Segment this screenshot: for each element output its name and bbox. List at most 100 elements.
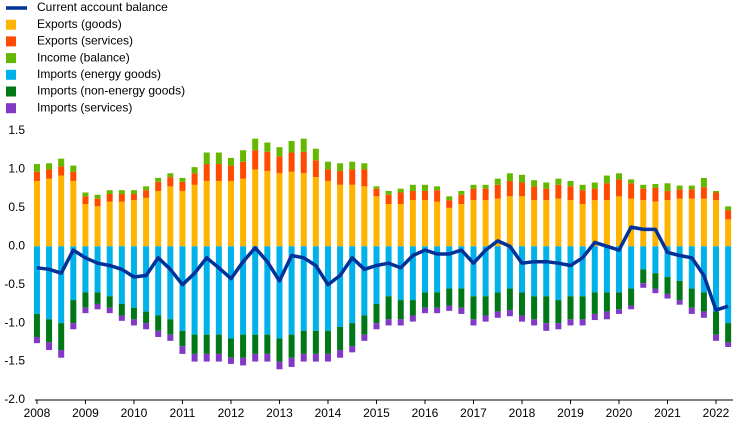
bar-segment [240,161,247,179]
bar-segment [82,204,89,247]
bar-segment [227,157,234,166]
bar-segment [155,177,162,182]
bar-segment [349,246,356,324]
bar-segment [603,292,610,312]
bar-segment [494,178,501,185]
bar-segment [567,246,574,297]
bar-segment [324,180,331,247]
bar-segment [700,198,707,247]
bar-segment [264,353,271,362]
bar-segment [470,246,477,297]
bar-segment [555,300,562,324]
bar-segment [240,150,247,162]
bar-segment [579,204,586,247]
bar-segment [640,246,647,270]
bar-segment [227,246,234,339]
bar-segment [106,296,113,308]
bar-segment [252,169,259,247]
bar-segment [82,292,89,308]
bar-segment [640,188,647,201]
bar-segment [628,179,635,184]
bar-segment [46,169,53,179]
bar-segment [676,246,683,281]
bar-segment [591,188,598,201]
bar-segment [421,307,428,314]
x-tick-label: 2015 [363,406,390,420]
bar-segment [421,190,428,201]
bar-segment [725,246,732,324]
bar-segment [167,319,174,335]
bar-segment [470,200,477,247]
bar-segment [373,186,380,189]
bar-segment [143,190,150,198]
bar-segment [603,311,610,320]
bar-segment [191,246,198,335]
bar-segment [446,196,453,201]
bar-segment [458,307,465,314]
bar-segment [227,338,234,358]
bar-segment [337,326,344,351]
legend-symbol [6,19,16,30]
x-tick-label: 2012 [218,406,245,420]
bar-segment [361,315,368,335]
legend-symbol [6,53,16,64]
bar-segment [227,165,234,181]
bar-segment [664,293,671,299]
bar-segment [385,194,392,205]
bar-segment [446,207,453,247]
bar-segment [567,296,574,320]
bar-segment [385,296,392,320]
bar-segment [70,246,77,301]
x-tick-label: 2008 [24,406,51,420]
bar-segment [640,269,647,284]
bar-segment [94,292,101,304]
bar-segment [215,353,222,362]
legend-label: Imports (services) [37,100,132,114]
bar-segment [458,288,465,308]
x-tick-label: 2010 [121,406,148,420]
bar-segment [118,194,125,202]
bar-segment [616,179,623,197]
bar-segment [70,171,77,181]
bar-segment [567,180,574,187]
bar-segment [664,183,671,191]
bar-segment [531,246,538,297]
bar-segment [143,186,150,191]
bar-segment [409,315,416,322]
bar-segment [264,142,271,152]
bar-segment [312,353,319,362]
bar-segment [252,138,259,151]
bar-segment [276,147,283,157]
bar-segment [409,200,416,247]
bar-segment [603,246,610,293]
legend-label: Imports (non-energy goods) [37,84,185,98]
x-tick-label: 2009 [72,406,99,420]
bar-segment [276,156,283,174]
bar-segment [118,315,125,321]
bar-segment [567,319,574,326]
bar-segment [616,246,623,293]
bar-segment [446,288,453,306]
bar-segment [688,185,695,190]
x-tick-label: 2011 [170,406,196,420]
bar-segment [118,246,125,304]
bar-segment [337,350,344,358]
bar-segment [446,246,453,289]
bar-segment [688,307,695,314]
bar-segment [203,334,210,354]
bar-segment [324,161,331,170]
bar-segment [434,246,441,293]
bar-segment [409,300,416,316]
bar-segment [33,164,40,172]
bar-segment [591,200,598,247]
bar-segment [652,184,659,188]
bar-segment [397,300,404,320]
bar-segment [458,204,465,247]
bar-segment [276,173,283,247]
bar-segment [167,186,174,247]
bar-segment [130,307,137,320]
bar-segment [191,184,198,247]
bar-segment [725,323,732,343]
bar-segment [106,307,113,314]
bar-segment [700,177,707,188]
